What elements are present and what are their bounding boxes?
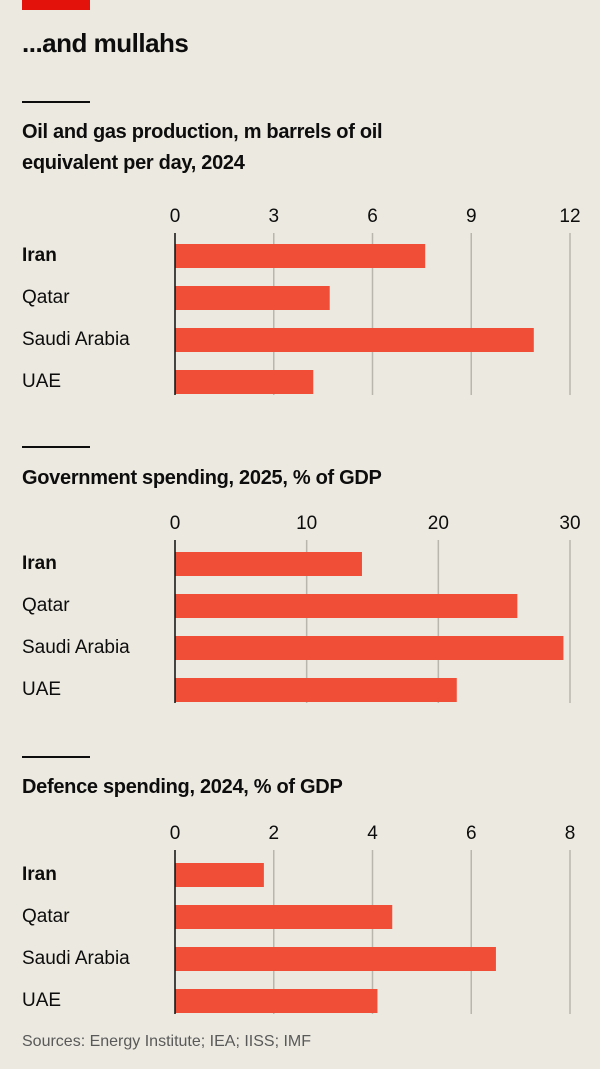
- category-label: Iran: [22, 864, 57, 885]
- page-title: ...and mullahs: [22, 28, 189, 58]
- x-tick-label: 30: [559, 513, 580, 534]
- bar: [175, 594, 518, 618]
- category-label: Qatar: [22, 595, 70, 616]
- category-label: Saudi Arabia: [22, 637, 130, 658]
- bar: [175, 905, 393, 929]
- x-tick-label: 12: [559, 206, 580, 227]
- bar: [175, 678, 457, 702]
- x-tick-label: 8: [565, 823, 576, 844]
- category-label: Saudi Arabia: [22, 948, 130, 969]
- bar: [175, 947, 496, 971]
- chart-subtitle: Government spending, 2025, % of GDP: [22, 467, 382, 489]
- chart-subtitle: Defence spending, 2024, % of GDP: [22, 776, 343, 798]
- x-tick-label: 10: [296, 513, 317, 534]
- bar: [175, 636, 564, 660]
- bar: [175, 989, 378, 1013]
- x-tick-label: 6: [367, 206, 378, 227]
- x-tick-label: 2: [268, 823, 279, 844]
- category-label: Iran: [22, 245, 57, 266]
- brand-bar: [22, 0, 90, 10]
- x-tick-label: 0: [170, 513, 181, 534]
- bar: [175, 286, 330, 310]
- bar: [175, 863, 264, 887]
- bar: [175, 244, 426, 268]
- x-tick-label: 4: [367, 823, 378, 844]
- category-label: Iran: [22, 553, 57, 574]
- category-label: Qatar: [22, 287, 70, 308]
- bar: [175, 552, 362, 576]
- category-label: UAE: [22, 990, 61, 1011]
- bar: [175, 328, 534, 352]
- chart-subtitle: Oil and gas production, m barrels of oil…: [22, 121, 383, 174]
- category-label: UAE: [22, 371, 61, 392]
- x-tick-label: 0: [170, 206, 181, 227]
- category-label: Saudi Arabia: [22, 329, 130, 350]
- source: Sources: Energy Institute; IEA; IISS; IM…: [22, 1033, 311, 1050]
- x-tick-label: 20: [428, 513, 449, 534]
- category-label: UAE: [22, 679, 61, 700]
- x-tick-label: 6: [466, 823, 477, 844]
- x-tick-label: 9: [466, 206, 477, 227]
- bar: [175, 370, 314, 394]
- x-tick-label: 0: [170, 823, 181, 844]
- x-tick-label: 3: [268, 206, 279, 227]
- category-label: Qatar: [22, 906, 70, 927]
